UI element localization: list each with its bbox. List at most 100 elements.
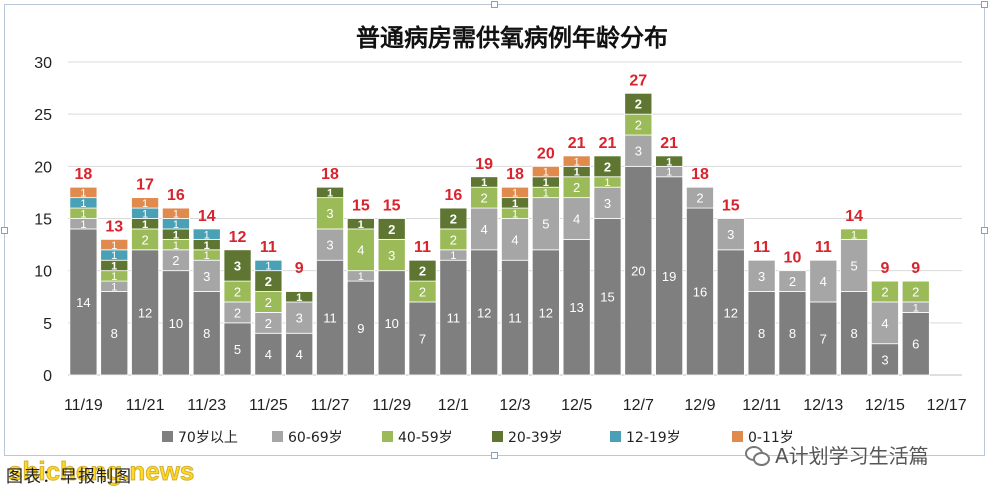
bar-segment <box>809 301 838 376</box>
segment-value-label: 1 <box>851 229 857 241</box>
resize-handle-top[interactable] <box>491 1 498 8</box>
brand-label: A计划学习生活篇 <box>745 440 929 469</box>
segment-value-label: 1 <box>111 240 117 252</box>
segment-value-label: 15 <box>600 290 614 305</box>
bar-segment <box>901 280 930 303</box>
segment-value-label: 3 <box>758 269 765 284</box>
segment-value-label: 10 <box>384 316 398 331</box>
segment-value-label: 1 <box>574 156 580 168</box>
segment-value-label: 11 <box>508 311 522 326</box>
total-value-label: 11 <box>815 239 832 256</box>
segment-value-label: 1 <box>512 198 518 210</box>
segment-value-label: 1 <box>111 281 117 293</box>
bar-segment <box>408 301 437 376</box>
resize-handle-top-right[interactable] <box>981 1 988 8</box>
bar-segment <box>624 92 653 115</box>
bar-segment <box>747 291 776 376</box>
resize-handle-bottom[interactable] <box>491 452 498 459</box>
segment-value-label: 1 <box>481 177 487 189</box>
resize-handle-left[interactable] <box>1 227 8 234</box>
x-tick-label: 12/15 <box>865 397 905 414</box>
bar-segment <box>192 291 221 376</box>
bar-segment <box>316 259 344 376</box>
total-value-label: 16 <box>444 187 462 204</box>
segment-value-label: 1 <box>296 292 302 304</box>
total-value-label: 12 <box>229 229 247 246</box>
legend: 70岁以上 60-69岁 40-59岁 20-39岁 12-19岁 0-11岁 <box>162 430 794 446</box>
bar-segment <box>470 207 499 251</box>
legend-label: 40-59岁 <box>398 430 453 446</box>
segment-value-label: 1 <box>543 188 549 200</box>
y-tick-label: 25 <box>34 107 52 124</box>
segment-value-label: 1 <box>204 229 210 241</box>
total-value-label: 11 <box>753 239 770 256</box>
bar-segment <box>100 238 129 251</box>
total-value-label: 9 <box>295 260 304 277</box>
segment-value-label: 13 <box>569 300 583 315</box>
segment-value-label: 3 <box>234 258 241 273</box>
total-value-label: 21 <box>568 135 586 152</box>
legend-label: 20-39岁 <box>508 430 563 446</box>
segment-value-label: 1 <box>358 219 364 231</box>
segment-value-label: 1 <box>204 250 210 262</box>
x-tick-label: 11/21 <box>126 397 165 414</box>
total-value-label: 20 <box>537 145 555 162</box>
wechat-icon <box>745 444 771 466</box>
segment-value-label: 3 <box>881 352 888 367</box>
x-tick-label: 12/9 <box>684 397 715 414</box>
bar-segment <box>377 270 406 376</box>
segment-value-label: 1 <box>80 198 86 210</box>
segment-value-label: 16 <box>693 284 707 299</box>
segment-value-label: 1 <box>574 167 580 179</box>
chart-title: 普通病房需供氧病例年龄分布 <box>356 24 668 52</box>
segment-value-label: 6 <box>912 337 919 352</box>
segment-value-label: 2 <box>265 274 272 289</box>
total-value-label: 11 <box>260 239 277 256</box>
total-value-label: 14 <box>845 208 863 225</box>
segment-value-label: 2 <box>388 222 395 237</box>
segment-value-label: 2 <box>265 316 272 331</box>
segment-value-label: 12 <box>138 305 152 320</box>
bar-segment <box>778 291 807 376</box>
segment-value-label: 2 <box>789 274 796 289</box>
total-value-label: 15 <box>383 198 401 215</box>
bar-segment <box>624 165 653 376</box>
segment-value-label: 8 <box>111 326 118 341</box>
x-tick-label: 12/5 <box>561 397 592 414</box>
x-tick-label: 11/27 <box>311 397 350 414</box>
total-value-label: 18 <box>321 166 339 183</box>
x-axis-ticks: 11/19 11/21 11/23 11/25 11/27 11/29 12/1 12/3 12… <box>64 397 967 414</box>
bar-segment <box>439 207 468 230</box>
segment-value-label: 2 <box>419 284 426 299</box>
bar-segment <box>377 218 406 240</box>
total-value-label: 14 <box>198 208 216 225</box>
y-tick-label: 5 <box>43 316 52 333</box>
total-value-label: 18 <box>506 166 524 183</box>
segment-value-label: 1 <box>265 261 271 273</box>
brand-text: A计划学习生活篇 <box>775 444 929 468</box>
segment-value-label: 7 <box>419 331 426 346</box>
segment-value-label: 2 <box>912 284 919 299</box>
resize-handle-right[interactable] <box>981 227 988 234</box>
y-tick-label: 30 <box>34 55 52 72</box>
x-tick-label: 12/17 <box>927 397 967 414</box>
segment-value-label: 3 <box>388 248 395 263</box>
segment-value-label: 2 <box>635 118 642 133</box>
segment-value-label: 1 <box>80 219 86 231</box>
bar-segment <box>593 155 622 178</box>
bar-segment <box>531 165 560 178</box>
total-value-label: 10 <box>784 250 802 267</box>
segment-value-label: 1 <box>666 167 672 179</box>
segment-value-label: 1 <box>111 250 117 262</box>
segment-value-label: 11 <box>447 311 461 326</box>
bar-segment <box>809 259 838 303</box>
segment-value-label: 4 <box>881 316 888 331</box>
segment-value-label: 2 <box>881 284 888 299</box>
watermark-text: shicheng.news <box>7 456 195 487</box>
segment-value-label: 3 <box>604 196 611 211</box>
legend-swatch <box>492 431 503 442</box>
segment-value-label: 12 <box>539 305 553 320</box>
bar-segment <box>840 228 869 240</box>
segment-value-label: 3 <box>635 144 642 159</box>
